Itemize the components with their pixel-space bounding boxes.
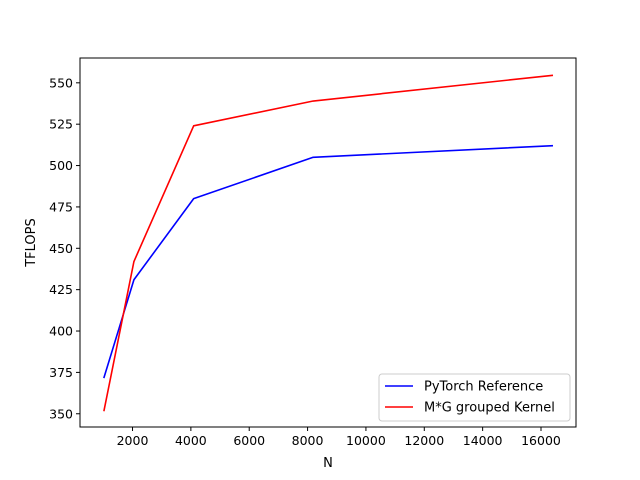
y-tick-label: 450	[49, 241, 73, 256]
y-tick-label: 500	[49, 158, 73, 173]
x-tick-label: 16000	[521, 433, 561, 448]
y-tick-label: 550	[49, 75, 73, 90]
legend: PyTorch Reference M*G grouped Kernel	[378, 373, 571, 422]
series-line-1	[103, 74, 554, 412]
y-axis-label: TFLOPS	[24, 218, 39, 268]
x-tick-label: 4000	[175, 433, 207, 448]
y-tick-label: 400	[49, 324, 73, 339]
x-tick-label: 8000	[292, 433, 324, 448]
x-axis: 2000 4000 6000 8000 10000 12000 14000 16000	[117, 427, 561, 448]
y-tick-label: 375	[49, 365, 73, 380]
x-tick-label: 12000	[404, 433, 444, 448]
y-tick-label: 350	[49, 406, 73, 421]
y-tick-label: 475	[49, 199, 73, 214]
x-tick-label: 6000	[233, 433, 265, 448]
x-tick-label: 14000	[463, 433, 503, 448]
y-tick-label: 525	[49, 117, 73, 132]
legend-label-pytorch-reference: PyTorch Reference	[424, 380, 543, 395]
y-axis: 350 375 400 425 450 475 500 525 550	[49, 75, 80, 421]
x-tick-label: 10000	[346, 433, 386, 448]
legend-frame	[378, 373, 571, 422]
series-line-0	[103, 144, 554, 379]
y-tick-label: 425	[49, 282, 73, 297]
plot-frame	[79, 57, 577, 428]
legend-label-mg-grouped-kernel: M*G grouped Kernel	[424, 401, 555, 416]
x-axis-label: N	[323, 456, 333, 471]
series-layer	[103, 74, 554, 412]
x-tick-label: 2000	[117, 433, 149, 448]
